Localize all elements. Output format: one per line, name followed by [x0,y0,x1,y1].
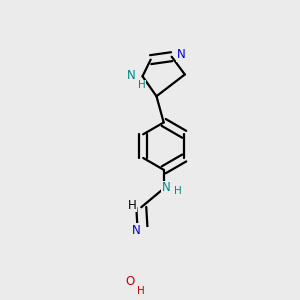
Text: N: N [177,48,185,61]
Text: H: H [128,199,136,212]
Text: H: H [174,186,182,196]
Text: N: N [162,181,171,194]
Text: H: H [138,80,146,90]
Text: H: H [137,286,145,296]
Text: N: N [132,224,141,237]
Text: N: N [127,69,136,82]
Text: O: O [125,274,135,287]
